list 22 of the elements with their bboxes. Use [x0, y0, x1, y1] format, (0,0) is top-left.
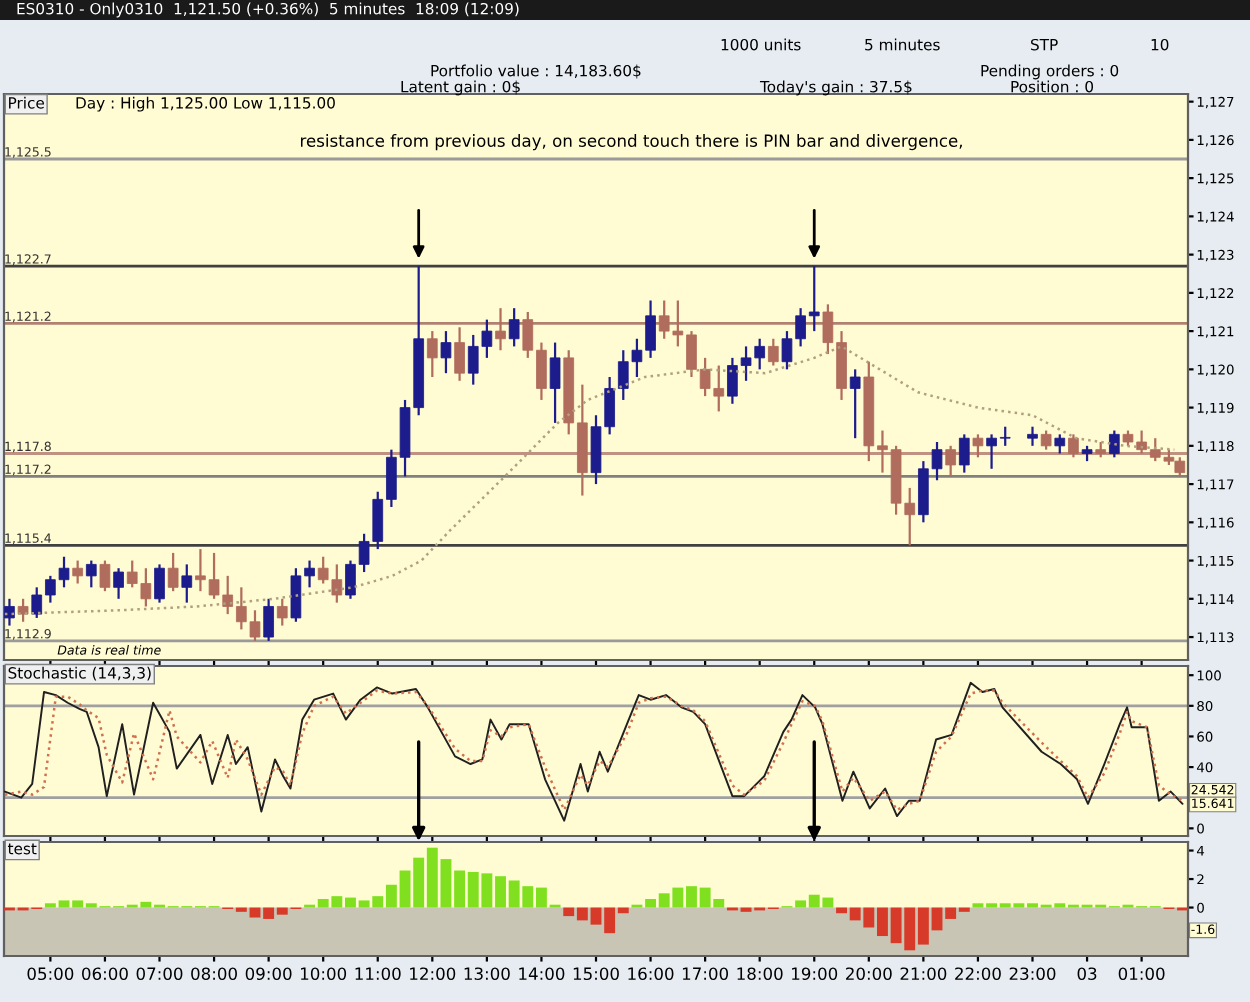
x-tick-label: 01:00: [1118, 967, 1165, 981]
x-tick-label: 11:00: [355, 967, 401, 981]
x-tick-label: 10:00: [301, 967, 347, 981]
x-tick-label: 13:00: [464, 967, 510, 981]
x-tick-label: 14:00: [519, 967, 565, 981]
x-tick-label: 05:00: [27, 967, 74, 981]
x-tick-label: 07:00: [136, 967, 183, 981]
x-tick-label: 06:00: [82, 967, 128, 981]
x-tick-label: 08:00: [191, 967, 237, 981]
x-tick-label: 03: [1077, 967, 1097, 981]
x-tick-label: 09:00: [245, 967, 292, 981]
annotation: resistance from previous day, on second touch there is PIN bar and divergence,: [301, 134, 962, 151]
x-tick-label: 19:00: [792, 967, 838, 981]
x-tick-label: 22:00: [955, 967, 1001, 981]
x-tick-label: 17:00: [682, 967, 729, 981]
x-tick-label: 23:00: [1009, 967, 1056, 981]
x-tick-label: 18:00: [737, 967, 783, 981]
x-tick-label: 12:00: [410, 967, 456, 981]
x-tick-label: 20:00: [846, 967, 892, 981]
x-tick-label: 16:00: [628, 967, 674, 981]
x-tick-label: 15:00: [573, 967, 619, 981]
x-tick-label: 21:00: [900, 967, 947, 981]
